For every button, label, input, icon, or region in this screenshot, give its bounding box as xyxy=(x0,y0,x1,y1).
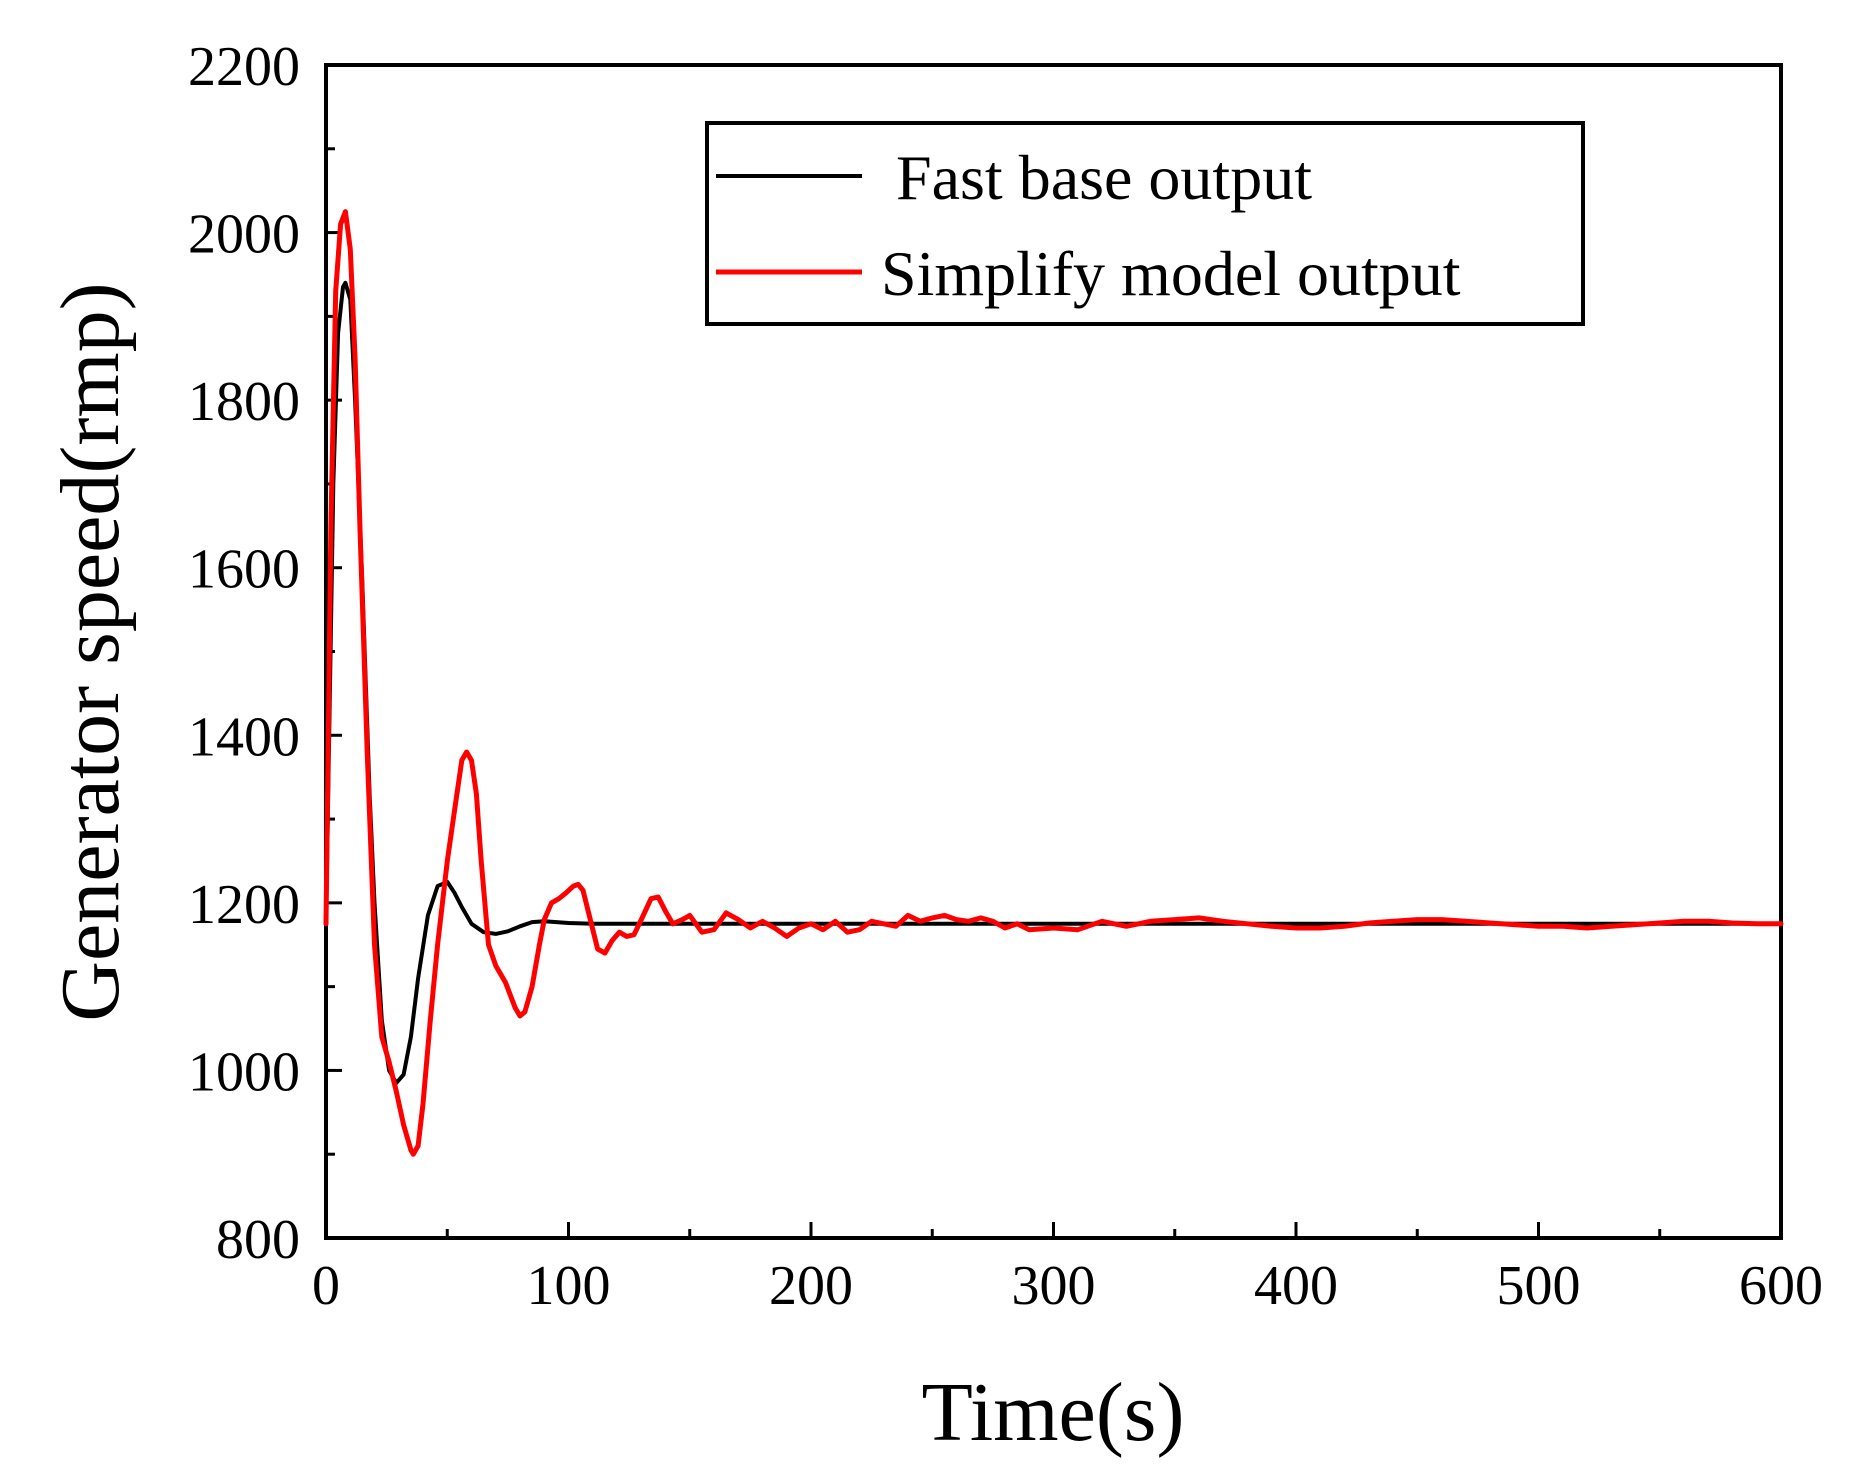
x-tick-label: 400 xyxy=(1254,1255,1338,1317)
y-tick-label: 1600 xyxy=(188,539,300,601)
y-tick-label: 1400 xyxy=(188,706,300,768)
x-axis-title: Time(s) xyxy=(922,1366,1185,1459)
y-axis-title: Generator speed(rmp) xyxy=(44,282,137,1021)
x-tick-label: 100 xyxy=(527,1255,611,1317)
legend-box xyxy=(705,121,1585,326)
x-tick-label: 200 xyxy=(769,1255,853,1317)
series-line-simplify-model-output xyxy=(323,209,1784,1157)
y-tick-label: 2000 xyxy=(188,204,300,266)
x-tick-label: 500 xyxy=(1497,1255,1581,1317)
y-tick-label: 2200 xyxy=(188,36,300,98)
legend-label-fast-base: Fast base output xyxy=(896,142,1312,213)
y-tick-label: 1800 xyxy=(188,371,300,433)
legend-label-simplify-model: Simplify model output xyxy=(881,238,1461,309)
y-tick-label: 1000 xyxy=(188,1041,300,1103)
axis-ticks: 0 100 200 300 400 500 600 800 1000 1200 1400 1600 18… xyxy=(188,36,1823,1317)
x-tick-label: 300 xyxy=(1012,1255,1096,1317)
y-tick-label: 800 xyxy=(216,1209,300,1271)
x-tick-label: 600 xyxy=(1739,1255,1823,1317)
y-tick-label: 1200 xyxy=(188,874,300,936)
x-tick-label: 0 xyxy=(312,1255,340,1317)
legend: Fast base output Simplify model output xyxy=(705,121,1585,326)
series-line-fast-base-output xyxy=(324,280,1783,1085)
series-lines xyxy=(323,209,1784,1157)
